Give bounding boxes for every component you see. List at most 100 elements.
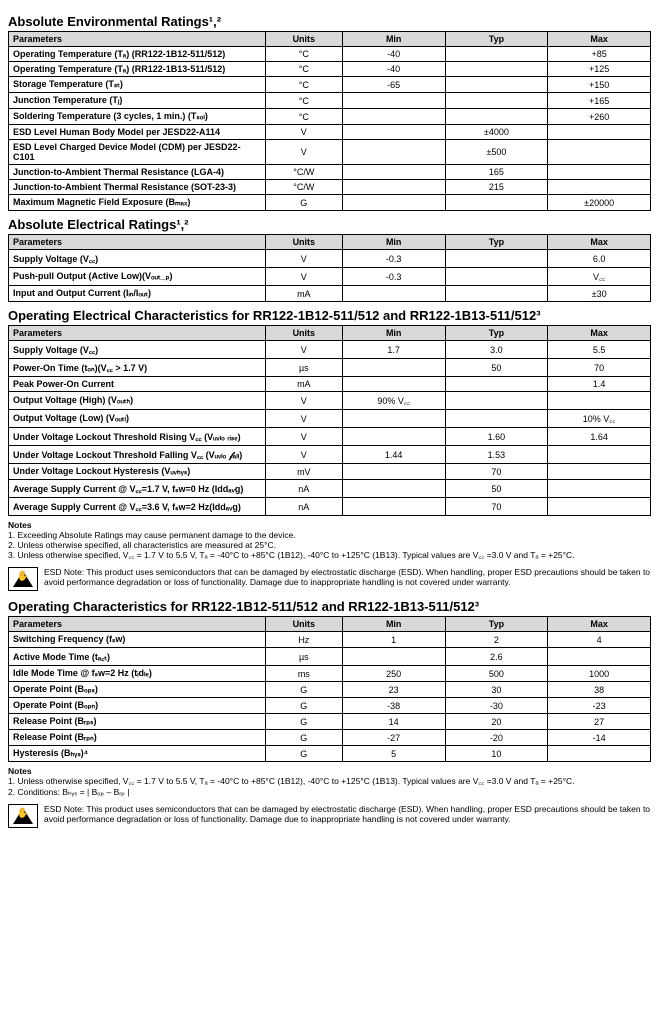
cell-param: Peak Power-On Current (9, 377, 266, 392)
table-row: Release Point (Bᵣₚₙ)G-27-20-14 (9, 730, 651, 746)
table-row: Operating Temperature (Tₐ) (RR122-1B13-5… (9, 62, 651, 77)
th: Typ (445, 235, 548, 250)
note-line: 1. Unless otherwise specified, V꜀꜀ = 1.7… (8, 776, 651, 787)
cell-param: Supply Voltage (V꜀꜀) (9, 341, 266, 359)
cell-units: V (265, 392, 342, 410)
th: Min (342, 235, 445, 250)
cell-param: Junction-to-Ambient Thermal Resistance (… (9, 165, 266, 180)
cell-typ: 2 (445, 632, 548, 648)
cell-min: -0.3 (342, 268, 445, 286)
cell-min (342, 377, 445, 392)
cell-units: mA (265, 286, 342, 302)
cell-typ: 500 (445, 666, 548, 682)
cell-typ: 165 (445, 165, 548, 180)
cell-typ (445, 286, 548, 302)
cell-min (342, 109, 445, 125)
cell-min (342, 165, 445, 180)
th-units: Units (265, 32, 342, 47)
cell-units: °C/W (265, 165, 342, 180)
cell-typ: -30 (445, 698, 548, 714)
cell-max (548, 480, 651, 498)
cell-min: 14 (342, 714, 445, 730)
table-row: Power-On Time (tₒₙ)(V꜀꜀ > 1.7 V)µs5070 (9, 359, 651, 377)
th: Min (342, 617, 445, 632)
cell-typ: 50 (445, 480, 548, 498)
table-row: Average Supply Current @ V꜀꜀=3.6 V, fₛw=… (9, 498, 651, 516)
cell-max: 1.64 (548, 428, 651, 446)
cell-typ: 2.6 (445, 648, 548, 666)
cell-min: 23 (342, 682, 445, 698)
cell-min: -40 (342, 47, 445, 62)
table-row: Under Voltage Lockout Threshold Falling … (9, 446, 651, 464)
cell-units: V (265, 268, 342, 286)
cell-param: Storage Temperature (Tₛₜ) (9, 77, 266, 93)
table-row: Idle Mode Time @ fₛw=2 Hz (tᵢdₗₑ)ms25050… (9, 666, 651, 682)
cell-typ (445, 410, 548, 428)
cell-param: Average Supply Current @ V꜀꜀=3.6 V, fₛw=… (9, 498, 266, 516)
table-row: Junction Temperature (Tⱼ)°C+165 (9, 93, 651, 109)
cell-max: -23 (548, 698, 651, 714)
cell-max: V꜀꜀ (548, 268, 651, 286)
cell-param: Operating Temperature (Tₐ) (RR122-1B12-5… (9, 47, 266, 62)
cell-min: 250 (342, 666, 445, 682)
cell-param: Idle Mode Time @ fₛw=2 Hz (tᵢdₗₑ) (9, 666, 266, 682)
cell-max: 70 (548, 359, 651, 377)
cell-max: -14 (548, 730, 651, 746)
table-row: Soldering Temperature (3 cycles, 1 min.)… (9, 109, 651, 125)
esd-note-1: ESD Note: This product uses semiconducto… (8, 567, 651, 591)
table-row: Operate Point (Bₒₚₛ)G233038 (9, 682, 651, 698)
cell-param: Push-pull Output (Active Low)(Vₒᵤₜ_ₚ) (9, 268, 266, 286)
cell-max: +85 (548, 47, 651, 62)
cell-typ (445, 93, 548, 109)
cell-units: V (265, 428, 342, 446)
cell-min: -0.3 (342, 250, 445, 268)
note-line: 3. Unless otherwise specified, V꜀꜀ = 1.7… (8, 550, 651, 561)
section-title-env: Absolute Environmental Ratings¹,² (8, 14, 651, 29)
cell-max: +260 (548, 109, 651, 125)
note-line: 2. Unless otherwise specified, all chara… (8, 540, 651, 550)
cell-max: 4 (548, 632, 651, 648)
cell-min: -65 (342, 77, 445, 93)
cell-typ: 215 (445, 180, 548, 195)
cell-units: V (265, 341, 342, 359)
cell-typ (445, 77, 548, 93)
cell-min: 1.44 (342, 446, 445, 464)
cell-param: Junction-to-Ambient Thermal Resistance (… (9, 180, 266, 195)
table-row: ESD Level Human Body Model per JESD22-A1… (9, 125, 651, 140)
esd-note-2: ESD Note: This product uses semiconducto… (8, 804, 651, 828)
cell-param: Input and Output Current (Iᵢₙ/Iₒᵤₜ) (9, 286, 266, 302)
cell-min (342, 648, 445, 666)
cell-units: G (265, 746, 342, 762)
table-row: Maximum Magnetic Field Exposure (Bₘₐₓ)G±… (9, 195, 651, 211)
cell-typ: 20 (445, 714, 548, 730)
table-row: Push-pull Output (Active Low)(Vₒᵤₜ_ₚ)V-0… (9, 268, 651, 286)
cell-typ: 70 (445, 464, 548, 480)
table-row: Hysteresis (Bₕᵧₛ)⁴G510 (9, 746, 651, 762)
cell-param: Active Mode Time (tₐ꜀ₜ) (9, 648, 266, 666)
cell-typ (445, 377, 548, 392)
cell-typ: 50 (445, 359, 548, 377)
notes-heading: Notes (8, 766, 651, 776)
note-line: 1. Exceeding Absolute Ratings may cause … (8, 530, 651, 540)
cell-min (342, 498, 445, 516)
cell-param: Release Point (Bᵣₚₙ) (9, 730, 266, 746)
cell-units: G (265, 714, 342, 730)
cell-min: -38 (342, 698, 445, 714)
cell-min: -27 (342, 730, 445, 746)
th: Units (265, 235, 342, 250)
cell-units: G (265, 698, 342, 714)
cell-typ: 3.0 (445, 341, 548, 359)
table-row: Junction-to-Ambient Thermal Resistance (… (9, 180, 651, 195)
table-row: Operating Temperature (Tₐ) (RR122-1B12-5… (9, 47, 651, 62)
cell-typ: 70 (445, 498, 548, 516)
notes-block-1: Notes 1. Exceeding Absolute Ratings may … (8, 520, 651, 561)
cell-max: ±20000 (548, 195, 651, 211)
cell-min: 1.7 (342, 341, 445, 359)
table-row: Supply Voltage (V꜀꜀)V1.73.05.5 (9, 341, 651, 359)
cell-units: nA (265, 480, 342, 498)
cell-param: Power-On Time (tₒₙ)(V꜀꜀ > 1.7 V) (9, 359, 266, 377)
cell-min (342, 464, 445, 480)
cell-units: °C/W (265, 180, 342, 195)
note-line: 2. Conditions: Bₕᵧₛ = | Bₒₚ – Bᵣₚ | (8, 787, 651, 798)
table-row: Under Voltage Lockout Threshold Rising V… (9, 428, 651, 446)
